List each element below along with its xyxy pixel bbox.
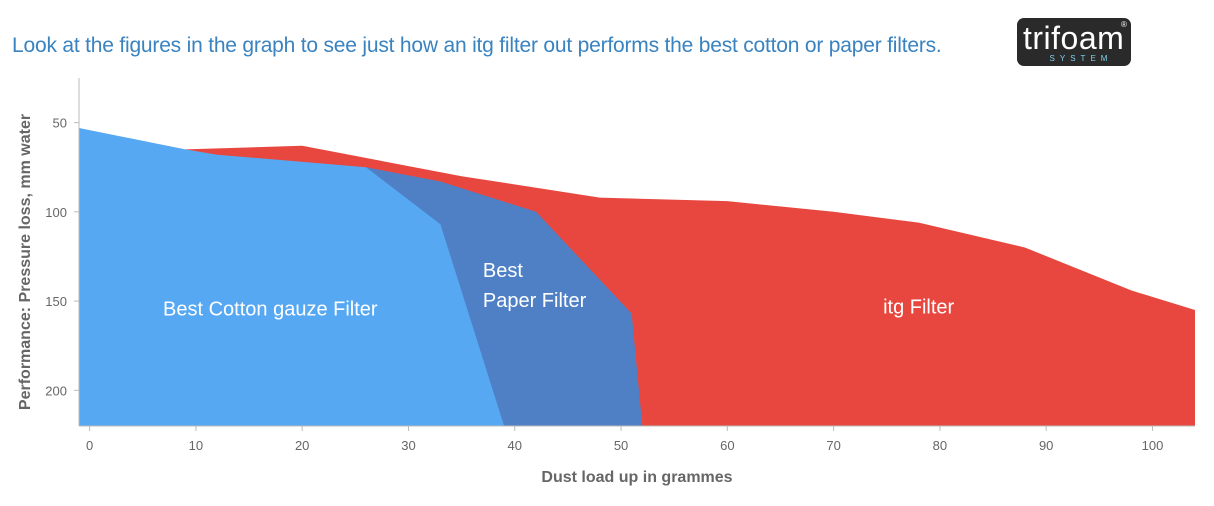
x-tick-label-80: 80 xyxy=(933,438,947,453)
x-tick-label-10: 10 xyxy=(189,438,203,453)
logo-word: trifoam xyxy=(1023,20,1125,56)
x-tick-label-50: 50 xyxy=(614,438,628,453)
y-tick-label-150: 150 xyxy=(45,294,67,309)
x-tick-label-40: 40 xyxy=(508,438,522,453)
series-label-line: Best Cotton gauze Filter xyxy=(163,298,378,320)
y-tick-label-200: 200 xyxy=(45,383,67,398)
y-tick-label-100: 100 xyxy=(45,205,67,220)
x-axis-label: Dust load up in grammes xyxy=(541,469,732,486)
x-tick-label-0: 0 xyxy=(86,438,93,453)
x-tick-label-90: 90 xyxy=(1039,438,1053,453)
series-area-2 xyxy=(79,128,505,426)
series-label-1: Best Paper Filter xyxy=(483,260,587,312)
y-tick-label-50: 50 xyxy=(53,116,67,131)
series-label-2: Best Cotton gauze Filter xyxy=(163,298,378,320)
series-label-line: itg Filter xyxy=(883,297,954,319)
x-tick-label-30: 30 xyxy=(401,438,415,453)
trifoam-logo: trifoam ® SYSTEM xyxy=(1017,18,1131,66)
series-label-line: Best xyxy=(483,260,523,282)
y-axis-label: Performance: Pressure loss, mm water xyxy=(17,114,34,410)
series-label-line: Paper Filter xyxy=(483,290,587,312)
logo-subtitle: SYSTEM xyxy=(1049,54,1113,63)
x-tick-label-100: 100 xyxy=(1142,438,1164,453)
x-tick-label-20: 20 xyxy=(295,438,309,453)
headline: Look at the figures in the graph to see … xyxy=(12,34,942,57)
x-tick-label-70: 70 xyxy=(826,438,840,453)
series-label-0: itg Filter xyxy=(883,297,954,319)
x-tick-label-60: 60 xyxy=(720,438,734,453)
logo-registered-mark: ® xyxy=(1121,20,1127,29)
